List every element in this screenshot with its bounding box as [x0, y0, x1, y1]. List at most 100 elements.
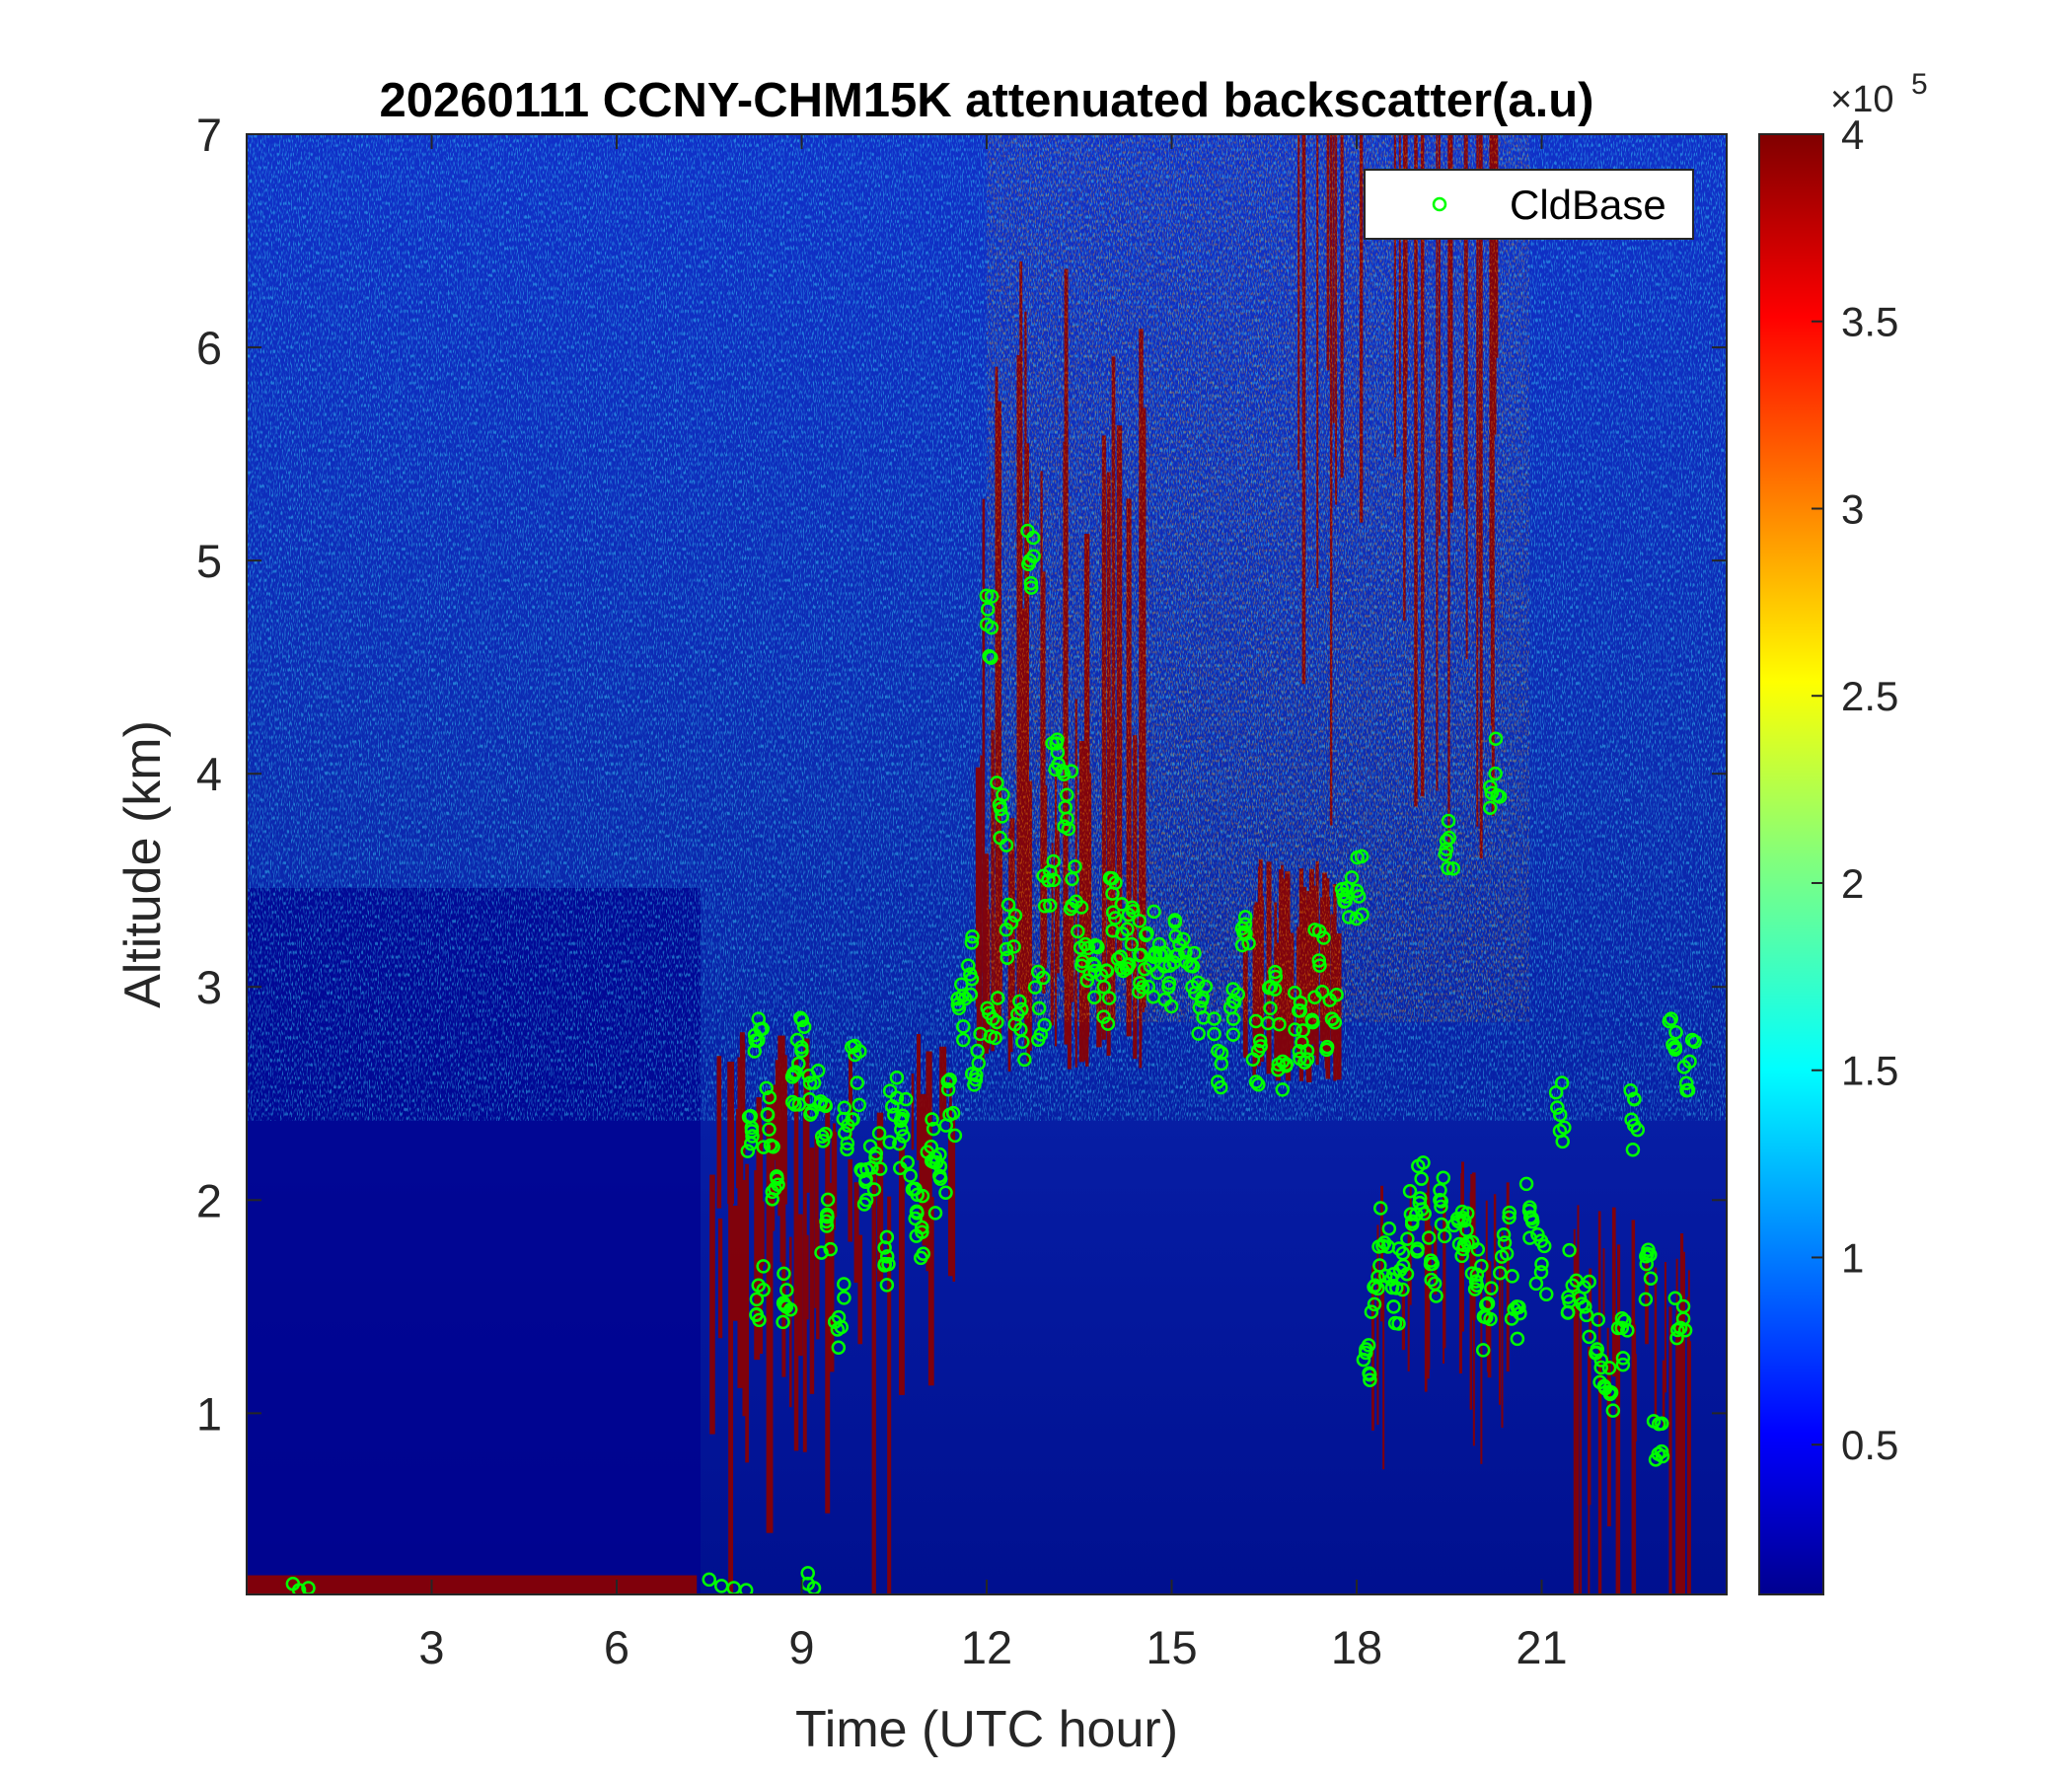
- legend-marker-icon: [1432, 196, 1447, 212]
- streak: [779, 1177, 786, 1263]
- streak: [871, 1155, 876, 1594]
- cldbase-point: [1086, 990, 1102, 1005]
- cldbase-point: [749, 1292, 765, 1307]
- cldbase-point: [914, 1250, 928, 1266]
- streak: [1634, 1324, 1637, 1594]
- cldbase-point: [1596, 1378, 1612, 1394]
- cldbase-point: [1641, 1242, 1656, 1257]
- cldbase-point: [1362, 1367, 1377, 1382]
- cldbase-point: [1639, 1248, 1654, 1264]
- cldbase-point: [1017, 1052, 1032, 1068]
- cldbase-point: [1427, 1276, 1443, 1292]
- streak: [775, 1060, 782, 1195]
- cldbase-point: [1080, 940, 1096, 956]
- cldbase-point: [1601, 1361, 1617, 1375]
- cldbase-point: [1190, 975, 1206, 991]
- cldbase-point: [814, 1129, 830, 1144]
- cldbase-point: [898, 1091, 914, 1107]
- streak: [1615, 1326, 1618, 1594]
- cldbase-point: [765, 1192, 779, 1207]
- cldbase-point: [1359, 1345, 1373, 1361]
- cldbase-point: [1263, 979, 1279, 995]
- streak: [1380, 1185, 1383, 1322]
- cldbase-point: [1391, 1241, 1407, 1256]
- streak: [1480, 1256, 1483, 1464]
- streak: [728, 1169, 734, 1594]
- streak: [757, 1125, 764, 1355]
- x-tick-label: 21: [1516, 1621, 1567, 1673]
- cldbase-point: [1138, 927, 1153, 942]
- cldbase-point: [1251, 1077, 1266, 1092]
- cldbase-point: [1050, 732, 1065, 747]
- heatmap-field: [247, 134, 1727, 1594]
- colorbar-tick-label: 1.5: [1841, 1048, 1898, 1094]
- cldbase-point: [1459, 1206, 1475, 1221]
- streak: [1472, 1256, 1475, 1446]
- cldbase-point: [925, 1112, 939, 1127]
- cldbase-point: [1275, 1082, 1291, 1097]
- streak: [1675, 1313, 1679, 1594]
- cldbase-point: [837, 1100, 852, 1116]
- cldbase-point: [963, 987, 979, 1002]
- cldbase-point: [1614, 1311, 1630, 1326]
- cldbase-point: [1474, 1258, 1489, 1274]
- streak: [802, 1234, 809, 1320]
- streak: [876, 1112, 884, 1282]
- cldbase-point: [879, 1278, 895, 1293]
- x-tick-label: 18: [1331, 1621, 1382, 1673]
- streak: [922, 1128, 928, 1246]
- cldbase-point: [1577, 1280, 1591, 1295]
- cldbase-point: [1510, 1331, 1525, 1347]
- cldbase-point: [1676, 1060, 1692, 1074]
- cldbase-point: [840, 1136, 855, 1151]
- y-tick-label: 3: [196, 961, 222, 1013]
- streak: [1678, 1315, 1681, 1594]
- cldbase-point: [1615, 1351, 1631, 1366]
- cldbase-point: [784, 1070, 800, 1084]
- cldbase-point: [877, 1240, 892, 1255]
- cldbase-point: [909, 1204, 925, 1220]
- cldbase-point: [1488, 731, 1504, 747]
- cldbase-point: [1399, 1266, 1415, 1282]
- streak: [1401, 1284, 1406, 1351]
- streak: [809, 1197, 813, 1349]
- streak: [1611, 1207, 1616, 1377]
- cldbase-point: [1311, 924, 1327, 938]
- cldbase-point: [1627, 1091, 1642, 1106]
- streak: [1498, 1259, 1501, 1405]
- cldbase-point: [1161, 976, 1177, 991]
- y-tick-label: 2: [196, 1174, 222, 1226]
- streak: [1376, 1224, 1379, 1426]
- cldbase-point: [1404, 1217, 1420, 1231]
- cldbase-point: [999, 923, 1014, 937]
- cldbase-point: [1593, 1353, 1609, 1368]
- cldbase-point: [999, 838, 1014, 852]
- cldbase-point: [1329, 987, 1344, 1002]
- cldbase-point: [1504, 1311, 1519, 1326]
- cldbase-point: [1292, 1044, 1307, 1059]
- cldbase-point: [1099, 963, 1115, 979]
- streak: [1645, 1257, 1649, 1345]
- cldbase-point: [1344, 870, 1360, 885]
- cldbase-point: [820, 1192, 836, 1208]
- cldbase-point: [760, 1107, 776, 1122]
- cldbase-point: [1669, 1330, 1684, 1346]
- chart-title: 20260111 CCNY-CHM15K attenuated backscat…: [380, 74, 1594, 127]
- cldbase-point: [945, 1105, 961, 1121]
- streak: [788, 1236, 792, 1408]
- streak: [1631, 1220, 1636, 1594]
- x-tick-label: 3: [418, 1621, 444, 1673]
- cldbase-point: [909, 1228, 925, 1243]
- streak: [980, 755, 983, 1033]
- cldbase-point: [927, 1206, 943, 1221]
- cldbase-point: [1400, 1231, 1415, 1246]
- streak: [949, 1079, 952, 1217]
- streak: [1682, 1251, 1685, 1594]
- colorbar-gradient: [1758, 133, 1824, 1595]
- streak: [1485, 1200, 1488, 1343]
- cldbase-point: [1643, 1271, 1659, 1286]
- cldbase-point: [1191, 1026, 1206, 1041]
- cldbase-point: [1624, 1112, 1639, 1127]
- cldbase-point: [1654, 1416, 1669, 1432]
- colorbar-tick-label: 2.5: [1841, 673, 1898, 719]
